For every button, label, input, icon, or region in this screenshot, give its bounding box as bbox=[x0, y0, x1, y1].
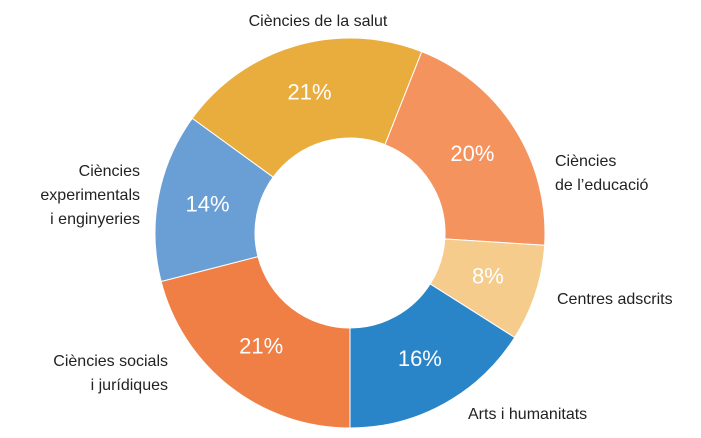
value-label: 14% bbox=[186, 192, 230, 217]
category-label: experimentals bbox=[40, 187, 140, 204]
value-label: 8% bbox=[472, 264, 504, 289]
category-label: Arts i humanitats bbox=[468, 406, 587, 423]
donut-slice bbox=[349, 283, 516, 429]
donut-slice bbox=[384, 51, 546, 246]
value-label: 21% bbox=[239, 333, 283, 358]
category-label: Ciències bbox=[555, 153, 616, 170]
category-label: Ciències bbox=[79, 163, 140, 180]
category-label: i jurídiques bbox=[91, 377, 168, 394]
donut-slice bbox=[191, 37, 423, 178]
value-label: 16% bbox=[398, 346, 442, 371]
donut-slice bbox=[160, 256, 351, 429]
category-label: Ciències socials bbox=[53, 353, 168, 370]
value-label: 21% bbox=[288, 80, 332, 105]
category-label: Ciències de la salut bbox=[249, 13, 388, 30]
category-label: de l’educació bbox=[555, 177, 649, 194]
category-label: i enginyeries bbox=[50, 211, 140, 228]
donut-slice bbox=[154, 117, 274, 283]
value-label: 20% bbox=[450, 141, 494, 166]
category-label: Centres adscrits bbox=[557, 291, 673, 308]
